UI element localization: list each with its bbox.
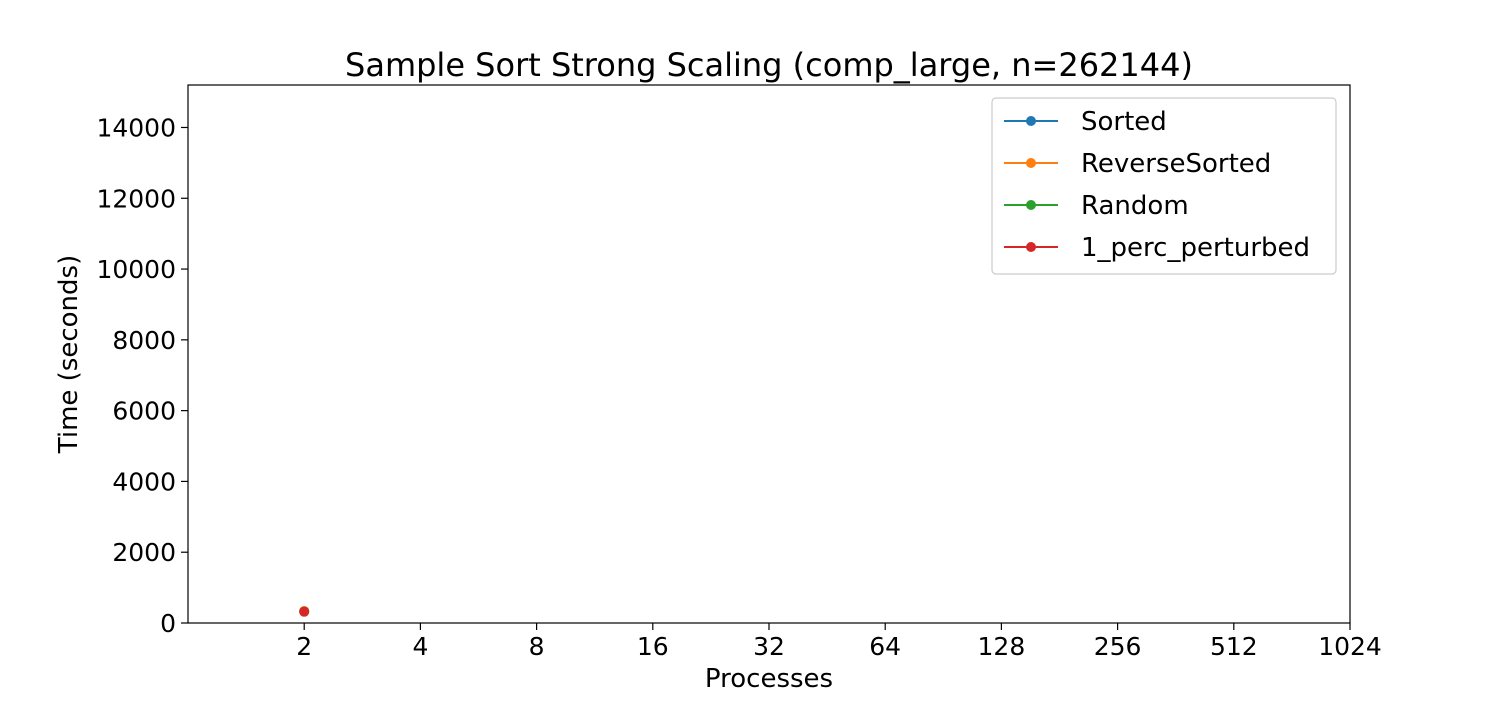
legend-marker <box>1026 116 1036 126</box>
x-tick-label: 2 <box>296 632 312 661</box>
x-tick-label: 256 <box>1094 632 1142 661</box>
x-tick-label: 32 <box>753 632 785 661</box>
legend: Sorted ReverseSorted Random 1_perc_perturbe… <box>991 97 1337 275</box>
y-axis-ticks: 0 2000 4000 6000 8000 10000 12000 14000 <box>96 113 188 638</box>
legend-label: Sorted <box>1081 107 1167 137</box>
x-tick-label: 8 <box>529 632 545 661</box>
legend-label: 1_perc_perturbed <box>1081 233 1310 263</box>
y-tick-label: 10000 <box>96 255 176 284</box>
x-axis-label: Processes <box>705 664 833 694</box>
legend-marker <box>1026 242 1036 252</box>
legend-label: ReverseSorted <box>1081 149 1271 179</box>
x-axis-ticks: 2 4 8 16 32 64 128 256 512 1024 <box>296 623 1382 661</box>
y-tick-label: 12000 <box>96 184 176 213</box>
legend-marker <box>1026 200 1036 210</box>
y-tick-label: 8000 <box>112 326 176 355</box>
legend-label: Random <box>1081 191 1189 221</box>
x-tick-label: 16 <box>637 632 669 661</box>
x-tick-label: 4 <box>412 632 428 661</box>
legend-box <box>991 97 1337 275</box>
x-tick-label: 128 <box>978 632 1026 661</box>
x-tick-label: 1024 <box>1318 632 1382 661</box>
y-tick-label: 0 <box>160 609 176 638</box>
y-tick-label: 4000 <box>112 467 176 496</box>
y-tick-label: 14000 <box>96 113 176 142</box>
series-layer <box>299 605 310 617</box>
x-tick-label: 512 <box>1210 632 1258 661</box>
y-tick-label: 6000 <box>112 397 176 426</box>
x-tick-label: 64 <box>869 632 901 661</box>
y-tick-label: 2000 <box>112 538 176 567</box>
chart-title: Sample Sort Strong Scaling (comp_large, … <box>345 46 1193 84</box>
data-point <box>299 606 310 617</box>
legend-marker <box>1026 158 1036 168</box>
y-axis-label: Time (seconds) <box>54 255 84 454</box>
